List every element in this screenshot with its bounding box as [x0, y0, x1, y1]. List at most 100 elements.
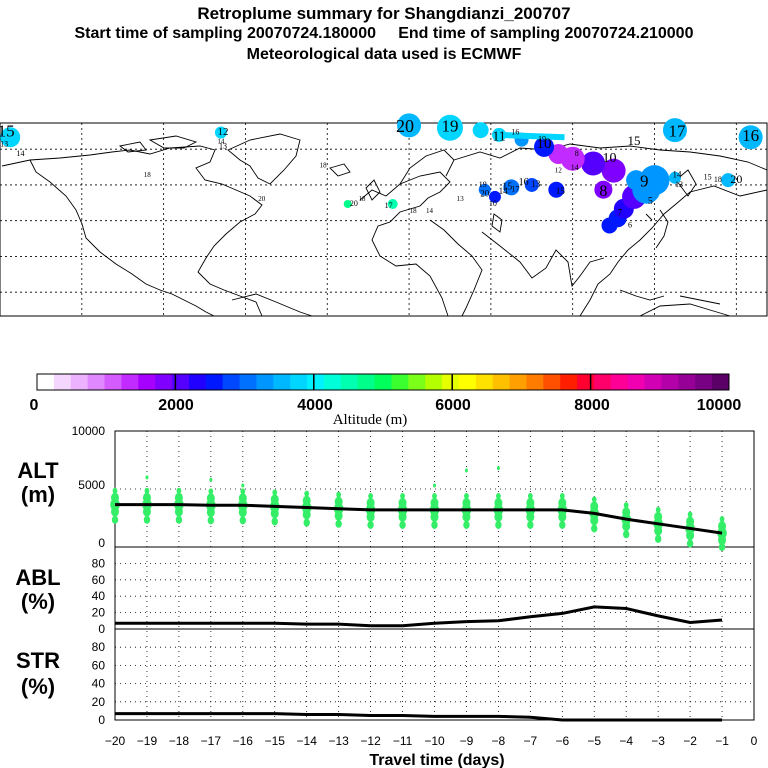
alt-point-14-4: [559, 492, 565, 499]
alt-point-19-3: [718, 543, 726, 551]
plume-day-label-31: 15: [502, 182, 512, 193]
plume-day-label-7: 19: [441, 117, 458, 136]
x-tick-12: −8: [492, 734, 506, 748]
plume-day-label-45: 18: [320, 161, 328, 169]
plume-blob-28: [387, 199, 398, 210]
str-label: STR: [16, 648, 60, 673]
asia-east-coast: [579, 185, 768, 317]
coastlines: [1, 133, 768, 317]
x-tick-4: −16: [233, 734, 254, 748]
alt-point-16-4: [623, 502, 629, 509]
plume-day-label-6: 20: [396, 116, 414, 136]
x-tick-8: −12: [360, 734, 381, 748]
plume-day-label-46: 18: [144, 171, 152, 179]
alt-tick-5000: 5000: [78, 478, 105, 492]
plume-blob-30: [488, 190, 501, 203]
x-tick-0: −20: [105, 734, 126, 748]
plume-day-label-21: 6: [628, 220, 632, 229]
plume-blob-6: [626, 170, 647, 191]
plume-blob-20: [524, 177, 539, 192]
alt-point-11-1: [462, 497, 471, 508]
alt-point-14-3: [559, 520, 566, 529]
abl-label: ABL: [15, 565, 60, 590]
plume-day-label-19: 5: [648, 196, 653, 207]
colorbar-tick-6000: 6000: [435, 397, 471, 414]
sampling-time-line: Start time of sampling 20070724.180000 E…: [74, 25, 694, 42]
alt-point-8-1: [366, 497, 375, 508]
alt-point-11-2: [462, 511, 471, 522]
abl-mean-line: [115, 605, 723, 628]
plume-day-label-12: 8: [575, 149, 579, 158]
colorbar-tick-10000: 10000: [697, 397, 742, 414]
plume-day-label-33: 17: [511, 185, 519, 194]
alt-point-5-3: [271, 517, 278, 526]
series-lines: [115, 503, 723, 722]
x-tick-17: −3: [651, 734, 665, 748]
colorbar-cell-31: [560, 374, 578, 390]
map-frame: [0, 122, 768, 317]
x-tick-3: −17: [201, 734, 222, 748]
arctic-islands: [118, 135, 198, 153]
alt-point-15-2: [590, 515, 599, 526]
alt-outlier-1: [209, 477, 213, 482]
str-unit: (%): [21, 674, 55, 699]
plume-day-label-26: 20: [730, 172, 742, 186]
colorbar-cell-8: [172, 374, 190, 390]
alt-point-3-2: [206, 507, 215, 518]
alt-point-0-1: [111, 492, 119, 503]
scandinavia: [399, 149, 455, 185]
colorbar-cell-15: [290, 374, 308, 390]
colorbar-cell-35: [627, 374, 646, 390]
colorbar-cell-3: [87, 374, 106, 390]
alt-unit: (m): [21, 482, 55, 507]
plume-day-label-29: 13: [531, 179, 541, 189]
colorbar-cell-30: [543, 374, 561, 390]
alt-point-9-3: [399, 520, 406, 529]
plume-day-label-14: 15: [628, 133, 641, 148]
x-tick-19: −1: [715, 734, 729, 748]
plume-blob-21: [503, 179, 520, 196]
alt-outlier-0: [145, 475, 149, 480]
plume-day-label-20: 7: [617, 208, 622, 218]
alt-point-19-1: [718, 521, 727, 532]
colorbar-cell-24: [442, 374, 460, 390]
colorbar-frame: [36, 373, 730, 391]
alt-point-13-3: [527, 520, 534, 529]
x-tick-20: 0: [751, 734, 758, 748]
plume-streak: [498, 131, 565, 141]
alt-point-17-1: [654, 511, 663, 522]
str-y-ticks: 80 60 40 20 0: [92, 640, 106, 727]
plume-day-label-30: 16: [519, 177, 529, 188]
plume-blob-8: [581, 151, 606, 176]
plume-day-label-32: 14: [499, 186, 509, 196]
caspian-sea: [491, 213, 503, 233]
alt-point-3-1: [206, 493, 215, 504]
plume-blob-14: [472, 122, 489, 139]
plume-blob-27: [343, 200, 352, 209]
plume-blob-19: [721, 173, 736, 188]
alt-point-11-3: [463, 520, 470, 529]
colorbar-cell-27: [492, 374, 511, 390]
str-tick-40: 40: [92, 677, 106, 691]
japan-islands: [645, 209, 669, 249]
x-tick-13: −7: [524, 734, 538, 748]
colorbar-cell-28: [509, 374, 527, 390]
abl-tick-80: 80: [92, 556, 106, 570]
central-america: [171, 293, 215, 317]
alt-point-19-4: [719, 516, 725, 523]
x-tick-1: −19: [137, 734, 158, 748]
colorbar-cell-10: [205, 374, 224, 390]
colorbar-cell-20: [374, 374, 392, 390]
plume-blob-26: [0, 127, 21, 148]
str-panel-frame: [114, 628, 755, 721]
abl-unit: (%): [21, 589, 55, 614]
str-tick-60: 60: [92, 658, 106, 672]
alt-point-5-1: [270, 494, 279, 505]
plume-day-label-34: 15: [556, 186, 566, 196]
alt-outlier-4: [496, 466, 500, 471]
str-tick-80: 80: [92, 640, 106, 654]
x-tick-5: −15: [265, 734, 286, 748]
alt-point-6-1: [302, 495, 311, 506]
plume-blob-22: [548, 181, 565, 198]
